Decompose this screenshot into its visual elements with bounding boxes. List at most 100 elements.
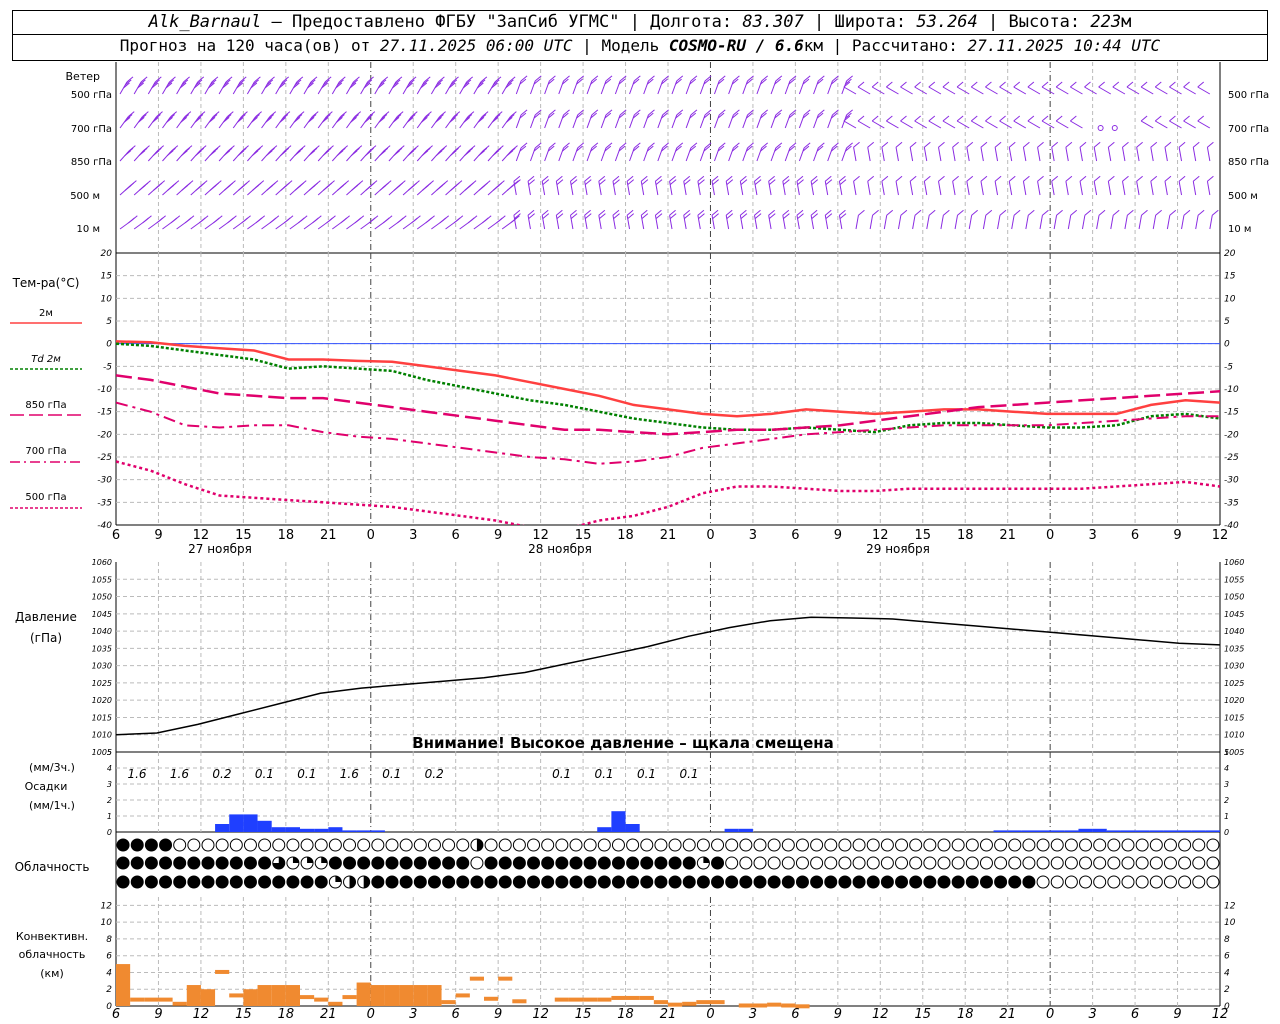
wind-staff <box>685 80 692 95</box>
wind-barb <box>966 175 974 196</box>
wind-staff <box>796 181 800 196</box>
wind-feather <box>311 111 319 118</box>
ytick-right-pres: 1030 <box>1224 662 1244 671</box>
wind-barb <box>928 115 942 129</box>
wind-staff <box>742 80 749 95</box>
wind-barb <box>275 215 294 230</box>
wind-barb <box>1178 141 1186 162</box>
wind-feather <box>843 81 851 88</box>
wind-barb <box>857 81 871 95</box>
wind-feather <box>797 213 804 220</box>
cloud-circle <box>569 875 583 889</box>
cloud-symbol <box>201 838 215 852</box>
wind-staff <box>515 80 522 95</box>
cloud-symbol <box>668 856 682 870</box>
wind-barb <box>711 175 719 196</box>
wind-feather <box>478 79 486 86</box>
wind-staff <box>942 86 956 95</box>
cloud-symbol <box>569 856 583 870</box>
wind-feather <box>626 209 634 216</box>
xtick-temp: 6 <box>1131 528 1139 543</box>
wind-staff <box>796 215 800 230</box>
wind-barb <box>261 76 275 95</box>
wind-barb <box>317 180 335 196</box>
wind-barb <box>1136 175 1143 196</box>
cloud-symbol <box>300 856 314 870</box>
cloud-circle <box>343 838 357 852</box>
wind-feather <box>496 217 503 224</box>
wind-staff <box>1107 147 1112 162</box>
conv-bar <box>455 993 470 998</box>
conv-bar <box>285 985 300 1006</box>
cloud-circle <box>173 875 187 889</box>
conv-bar <box>158 997 173 1002</box>
wind-feather <box>845 112 852 119</box>
wind-feather <box>278 82 286 89</box>
cloud-symbol <box>258 838 272 852</box>
cloud-symbol <box>286 875 300 889</box>
cloud-symbol <box>838 838 852 852</box>
cloud-circle <box>682 856 696 870</box>
ytick-left-pres: 1030 <box>92 662 112 671</box>
wind-staff <box>1178 181 1183 196</box>
wind-feather <box>123 82 130 89</box>
wind-feather <box>1136 141 1143 148</box>
wind-feather <box>283 217 291 224</box>
wind-feather <box>924 175 931 182</box>
wind-barb <box>133 180 151 196</box>
wind-feather <box>775 142 783 149</box>
wind-feather <box>871 115 879 122</box>
wind-barb <box>1209 209 1219 230</box>
wind-staff <box>569 215 574 230</box>
wind-staff <box>994 181 999 196</box>
ytick-right-pres: 1040 <box>1224 627 1244 636</box>
wind-feather <box>1051 141 1059 148</box>
wind-staff <box>742 147 749 162</box>
wind-feather <box>354 111 362 118</box>
wind-barb <box>416 76 431 95</box>
cloud-symbol <box>1079 838 1093 852</box>
cloud-circle <box>159 875 173 889</box>
cloud-symbol <box>909 838 923 852</box>
cloud-symbol <box>1008 856 1022 870</box>
ytick-left-temp: -30 <box>97 476 112 486</box>
wind-feather <box>451 114 459 120</box>
wind-feather <box>295 114 303 120</box>
wind-barb <box>459 111 475 129</box>
wind-barb <box>317 76 332 95</box>
wind-feather <box>783 213 790 220</box>
wind-feather <box>1207 175 1214 182</box>
cloud-fill <box>321 857 328 863</box>
wind-staff <box>1037 147 1041 162</box>
conv-bar <box>484 996 499 1001</box>
model-unit: км <box>803 36 824 55</box>
wind-barb <box>798 75 811 95</box>
cloud-circle <box>201 875 215 889</box>
wind-staff <box>813 80 819 95</box>
wind-feather <box>563 142 570 149</box>
wind-barb <box>881 141 889 162</box>
wind-barb <box>614 142 627 162</box>
wind-feather <box>830 145 838 152</box>
wind-barb <box>402 215 421 230</box>
wind-feather <box>774 145 781 152</box>
cloud-symbol <box>1079 875 1093 889</box>
wind-feather <box>492 79 500 86</box>
wind-barb <box>671 142 684 162</box>
cloud-circle <box>314 875 328 889</box>
wind-staff <box>711 181 715 196</box>
precip-bar <box>215 824 230 832</box>
wind-barb <box>176 145 193 162</box>
cloud-symbol <box>498 875 512 889</box>
wind-barb <box>1011 209 1021 230</box>
wind-feather <box>477 116 485 123</box>
wind-feather <box>618 78 626 85</box>
wind-feather <box>619 75 627 82</box>
wind-feather <box>802 112 810 119</box>
wind-feather <box>690 75 698 82</box>
wind-staff <box>937 181 942 196</box>
wind-feather <box>1051 175 1059 182</box>
conv-bar <box>215 969 230 974</box>
xtick-temp: 12 <box>193 528 210 543</box>
cloud-symbol <box>187 856 201 870</box>
